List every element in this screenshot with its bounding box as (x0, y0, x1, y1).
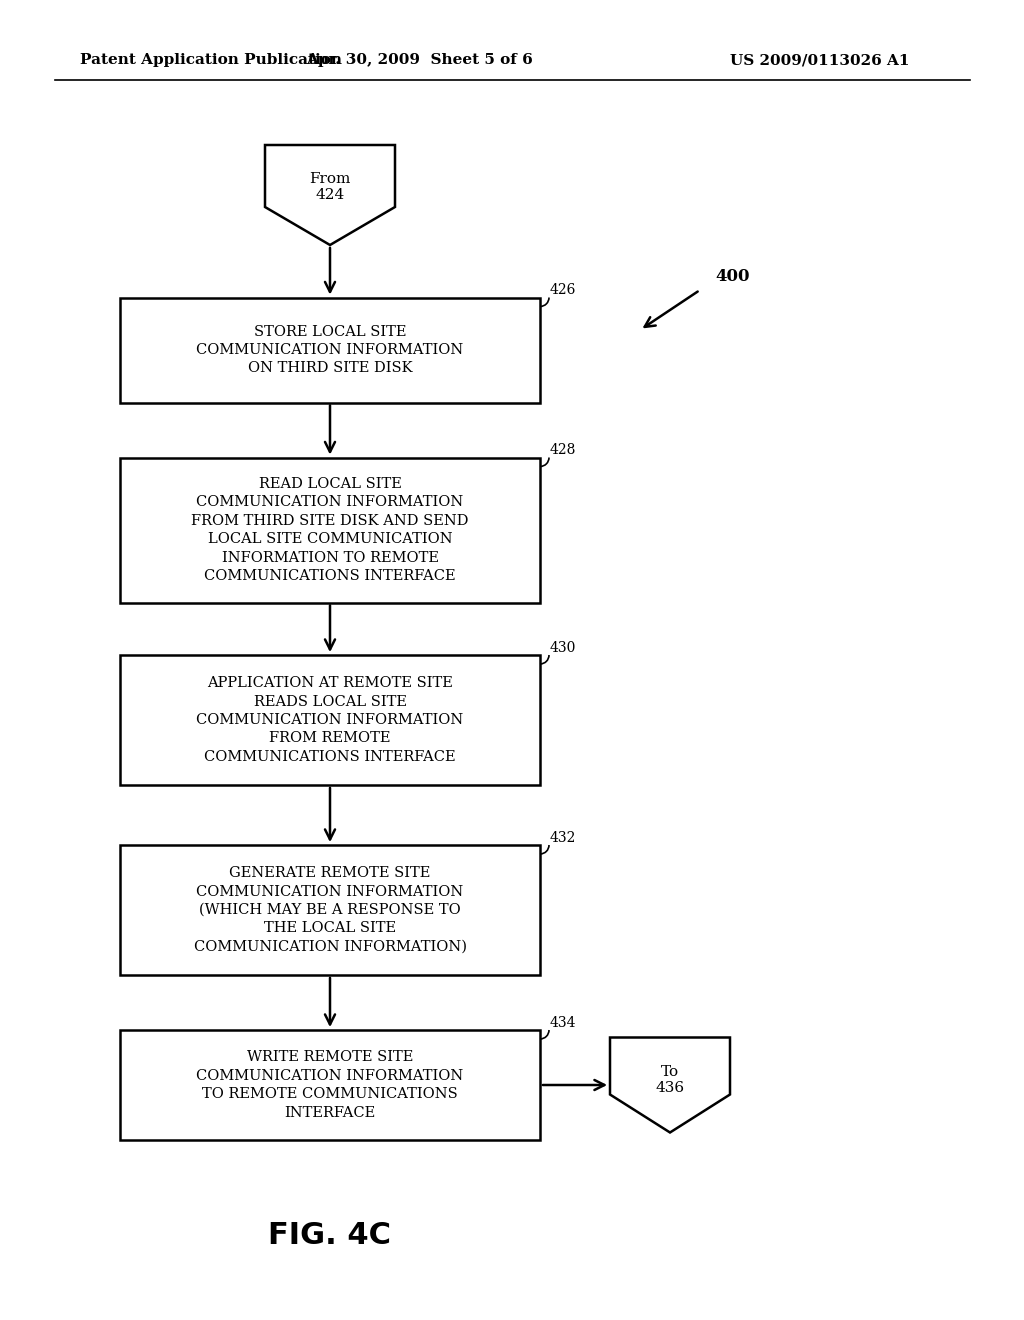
Bar (120, 297, 540, 403)
Text: From
424: From 424 (309, 172, 350, 202)
Text: Patent Application Publication: Patent Application Publication (80, 53, 342, 67)
Bar (120, 845, 540, 975)
Text: 428: 428 (550, 444, 577, 458)
Text: 432: 432 (550, 832, 577, 845)
Text: 400: 400 (715, 268, 750, 285)
Text: Apr. 30, 2009  Sheet 5 of 6: Apr. 30, 2009 Sheet 5 of 6 (306, 53, 534, 67)
Text: 430: 430 (550, 642, 577, 655)
Text: APPLICATION AT REMOTE SITE
READS LOCAL SITE
COMMUNICATION INFORMATION
FROM REMOT: APPLICATION AT REMOTE SITE READS LOCAL S… (197, 676, 464, 764)
Text: To
436: To 436 (655, 1065, 685, 1096)
Text: GENERATE REMOTE SITE
COMMUNICATION INFORMATION
(WHICH MAY BE A RESPONSE TO
THE L: GENERATE REMOTE SITE COMMUNICATION INFOR… (194, 866, 467, 954)
Text: READ LOCAL SITE
COMMUNICATION INFORMATION
FROM THIRD SITE DISK AND SEND
LOCAL SI: READ LOCAL SITE COMMUNICATION INFORMATIO… (191, 477, 469, 583)
Text: WRITE REMOTE SITE
COMMUNICATION INFORMATION
TO REMOTE COMMUNICATIONS
INTERFACE: WRITE REMOTE SITE COMMUNICATION INFORMAT… (197, 1051, 464, 1119)
Text: STORE LOCAL SITE
COMMUNICATION INFORMATION
ON THIRD SITE DISK: STORE LOCAL SITE COMMUNICATION INFORMATI… (197, 325, 464, 375)
Text: 426: 426 (550, 284, 577, 297)
Text: FIG. 4C: FIG. 4C (268, 1221, 391, 1250)
Bar (120, 458, 540, 602)
Bar (120, 655, 540, 785)
Bar (120, 1030, 540, 1140)
Text: US 2009/0113026 A1: US 2009/0113026 A1 (730, 53, 909, 67)
Text: 434: 434 (550, 1016, 577, 1030)
